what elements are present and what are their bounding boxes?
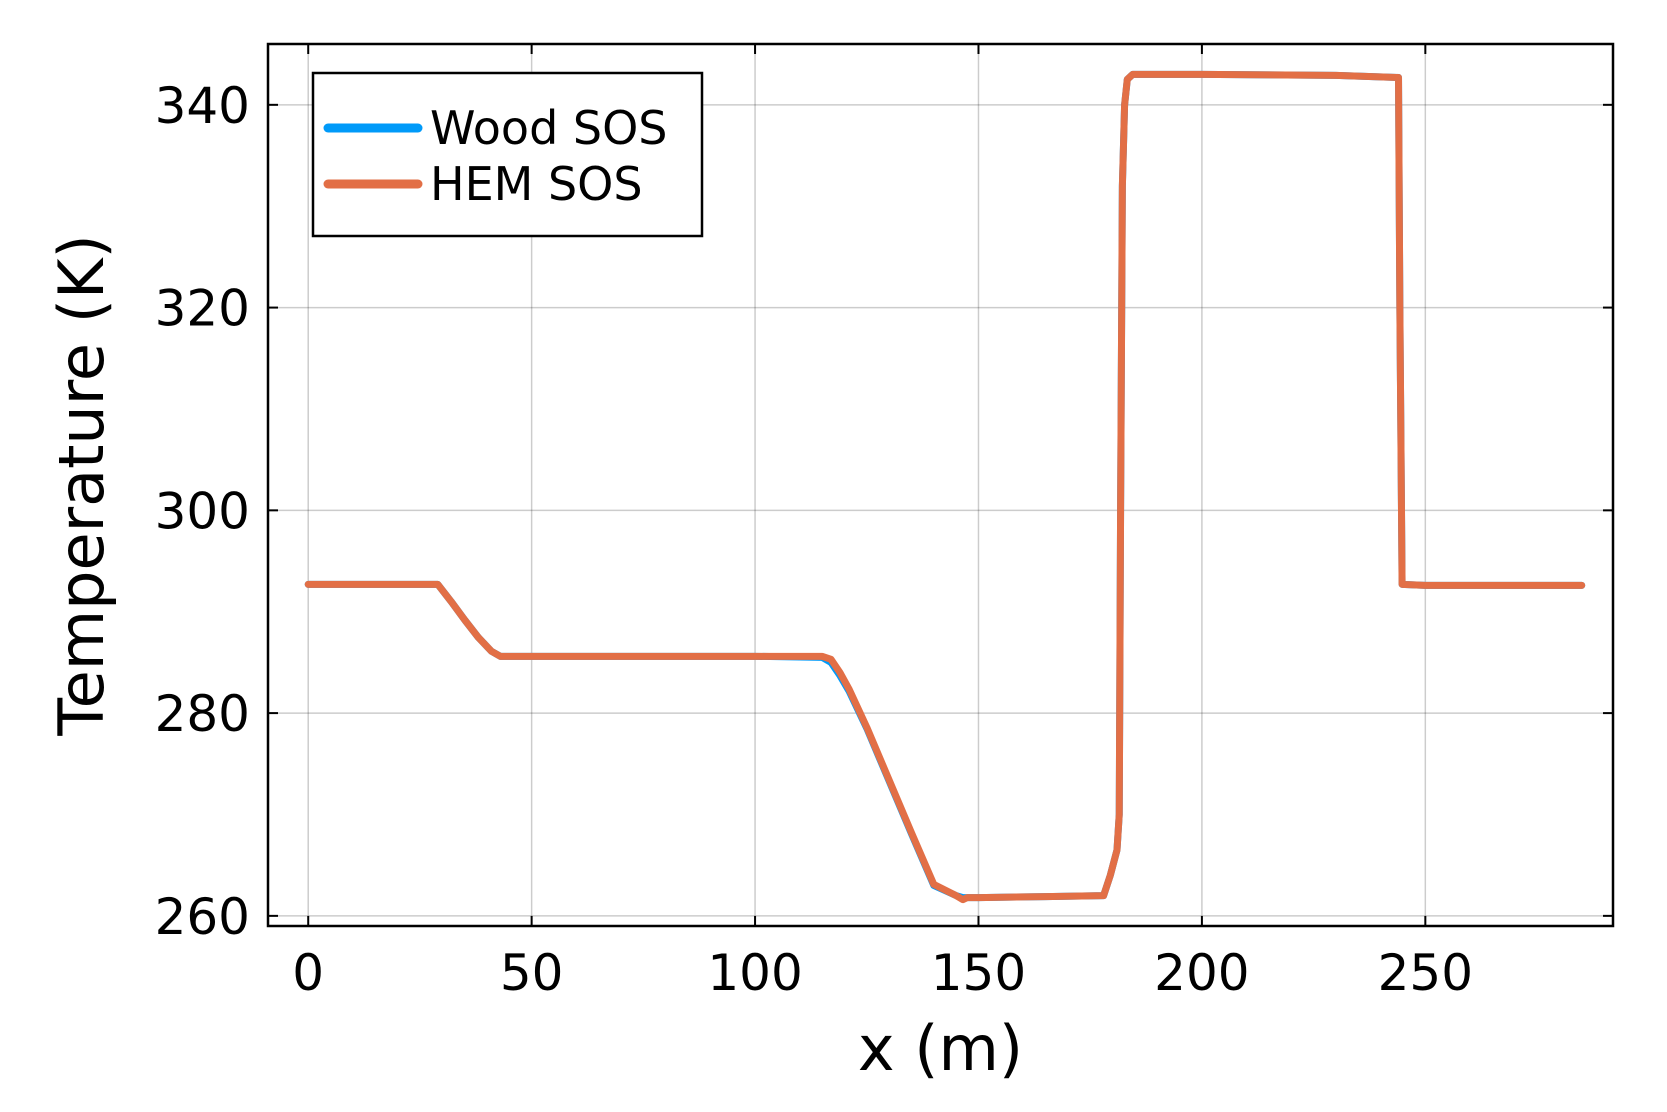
y-tick-label: 280	[155, 685, 250, 743]
y-tick-label: 300	[155, 482, 250, 540]
x-tick-label: 200	[1154, 944, 1249, 1002]
axis-ticks	[268, 44, 1613, 926]
x-axis-label: x (m)	[858, 1012, 1023, 1085]
legend-label-wood-sos: Wood SOS	[430, 101, 668, 155]
y-tick-label: 340	[155, 77, 250, 135]
x-tick-label: 150	[931, 944, 1026, 1002]
legend: Wood SOS HEM SOS	[311, 71, 704, 238]
y-tick-label: 320	[155, 280, 250, 338]
y-axis-label: Temperature (K)	[45, 234, 118, 736]
y-tick-label: 260	[155, 888, 250, 946]
tick-labels: 0 50 100 150 200 250 260 280 300 320 340	[155, 77, 1473, 1002]
x-tick-label: 100	[707, 944, 802, 1002]
x-tick-label: 250	[1378, 944, 1473, 1002]
legend-label-hem-sos: HEM SOS	[430, 157, 643, 211]
x-tick-label: 50	[500, 944, 564, 1002]
series-line-hem-sos	[304, 70, 1586, 904]
plot-series	[304, 70, 1586, 904]
legend-box	[311, 71, 704, 238]
plot-frame	[266, 42, 1615, 928]
x-tick-label: 0	[292, 944, 324, 1002]
